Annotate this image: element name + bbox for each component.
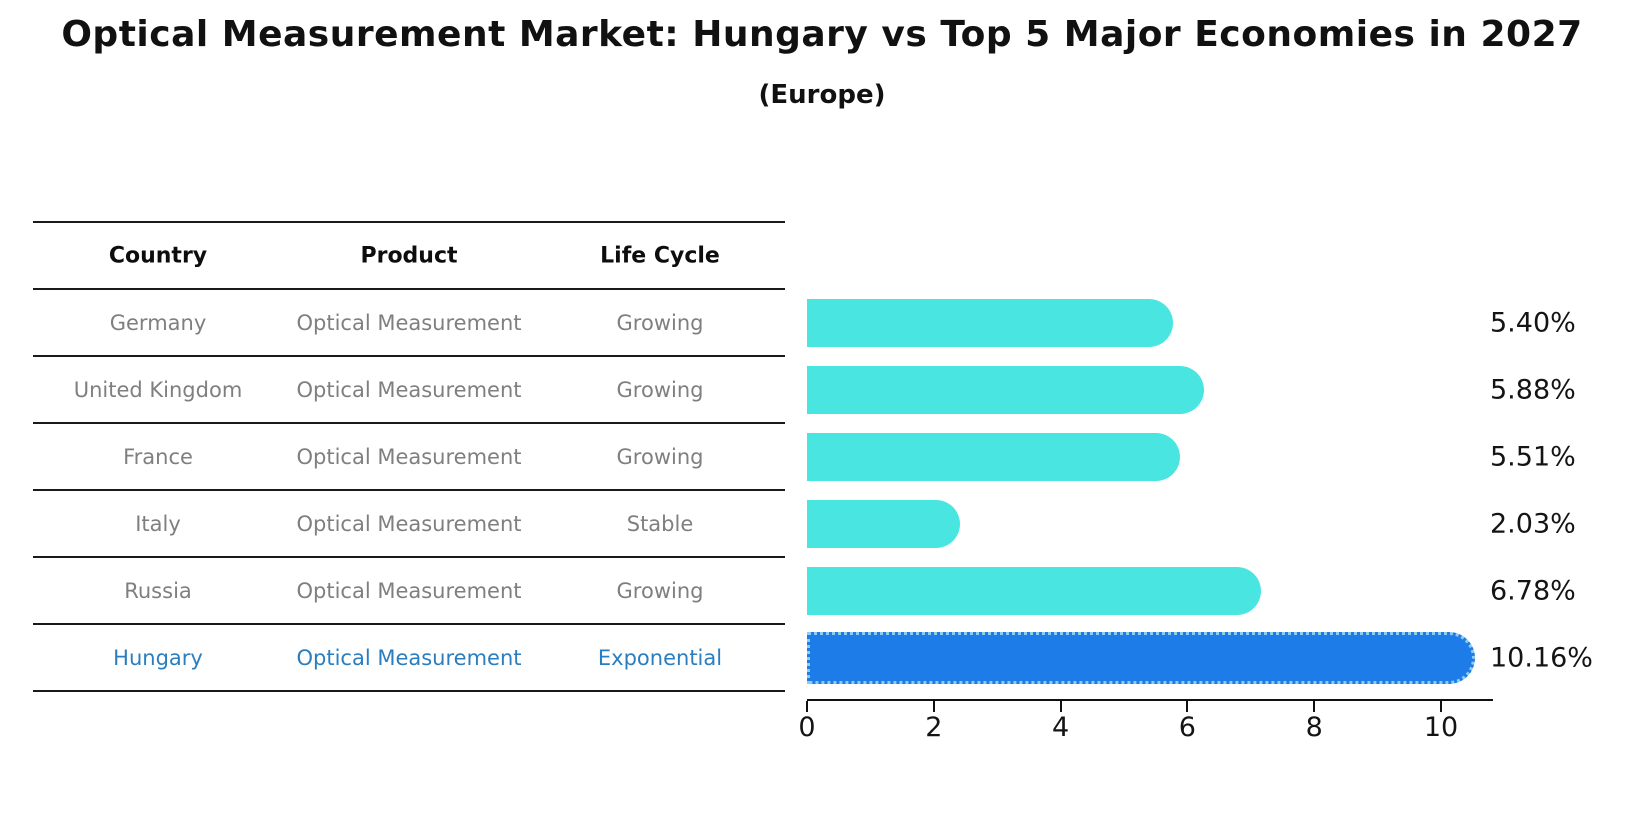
x-axis-tick-label: 10 xyxy=(1423,712,1459,743)
table-cell-product: Optical Measurement xyxy=(296,444,522,469)
table-header-life-cycle: Life Cycle xyxy=(600,243,720,268)
table-cell-life-cycle: Growing xyxy=(616,578,704,603)
x-axis-line xyxy=(807,699,1493,701)
bar-value-label: 10.16% xyxy=(1490,642,1593,673)
bar-value-label: 5.51% xyxy=(1490,441,1576,472)
bar-italy xyxy=(807,499,960,548)
x-axis-tick-label: 2 xyxy=(925,712,943,743)
chart-title: Optical Measurement Market: Hungary vs T… xyxy=(61,14,1583,55)
x-axis-tick xyxy=(1186,701,1189,712)
table-header-country: Country xyxy=(108,243,208,268)
x-axis-tick xyxy=(932,701,935,712)
table-rule xyxy=(33,355,785,357)
table-cell-life-cycle: Growing xyxy=(616,377,704,402)
table-cell-country: United Kingdom xyxy=(73,377,243,402)
table-cell-life-cycle: Stable xyxy=(626,511,694,536)
table-cell-product: Optical Measurement xyxy=(296,578,522,603)
table-rule xyxy=(33,623,785,625)
table-cell-life-cycle: Growing xyxy=(616,444,704,469)
bar-russia xyxy=(807,566,1261,615)
x-axis-tick-label: 4 xyxy=(1052,712,1070,743)
table-rule xyxy=(33,556,785,558)
table-cell-product: Optical Measurement xyxy=(296,511,522,536)
table-cell-product: Optical Measurement xyxy=(296,645,522,670)
table-cell-country: France xyxy=(123,444,193,469)
bar-value-label: 6.78% xyxy=(1490,575,1576,606)
x-axis-tick xyxy=(1059,701,1062,712)
bar-france xyxy=(807,432,1181,481)
bar-hungary xyxy=(807,631,1476,684)
bar-united-kingdom xyxy=(807,365,1204,414)
table-rule xyxy=(33,422,785,424)
table-rule xyxy=(33,288,785,290)
x-axis-tick xyxy=(1313,701,1316,712)
table-cell-country: Hungary xyxy=(113,645,203,670)
table-cell-life-cycle: Growing xyxy=(616,310,704,335)
x-axis-tick-label: 8 xyxy=(1305,712,1323,743)
table-rule xyxy=(33,690,785,692)
bar-germany xyxy=(807,298,1174,347)
table-cell-life-cycle: Exponential xyxy=(597,645,723,670)
x-axis-tick-label: 6 xyxy=(1178,712,1196,743)
bar-value-label: 2.03% xyxy=(1490,508,1576,539)
table-header-product: Product xyxy=(360,243,458,268)
chart-subtitle: (Europe) xyxy=(758,80,886,110)
table-cell-country: Russia xyxy=(124,578,192,603)
table-cell-product: Optical Measurement xyxy=(296,310,522,335)
table-cell-product: Optical Measurement xyxy=(296,377,522,402)
bar-value-label: 5.88% xyxy=(1490,374,1576,405)
x-axis-tick xyxy=(1440,701,1442,712)
bar-value-label: 5.40% xyxy=(1490,307,1576,338)
table-cell-country: Italy xyxy=(135,511,181,536)
table-rule xyxy=(33,221,785,223)
table-rule xyxy=(33,489,785,491)
x-axis-tick-label: 0 xyxy=(798,712,816,743)
table-cell-country: Germany xyxy=(109,310,207,335)
x-axis-tick xyxy=(806,701,808,712)
